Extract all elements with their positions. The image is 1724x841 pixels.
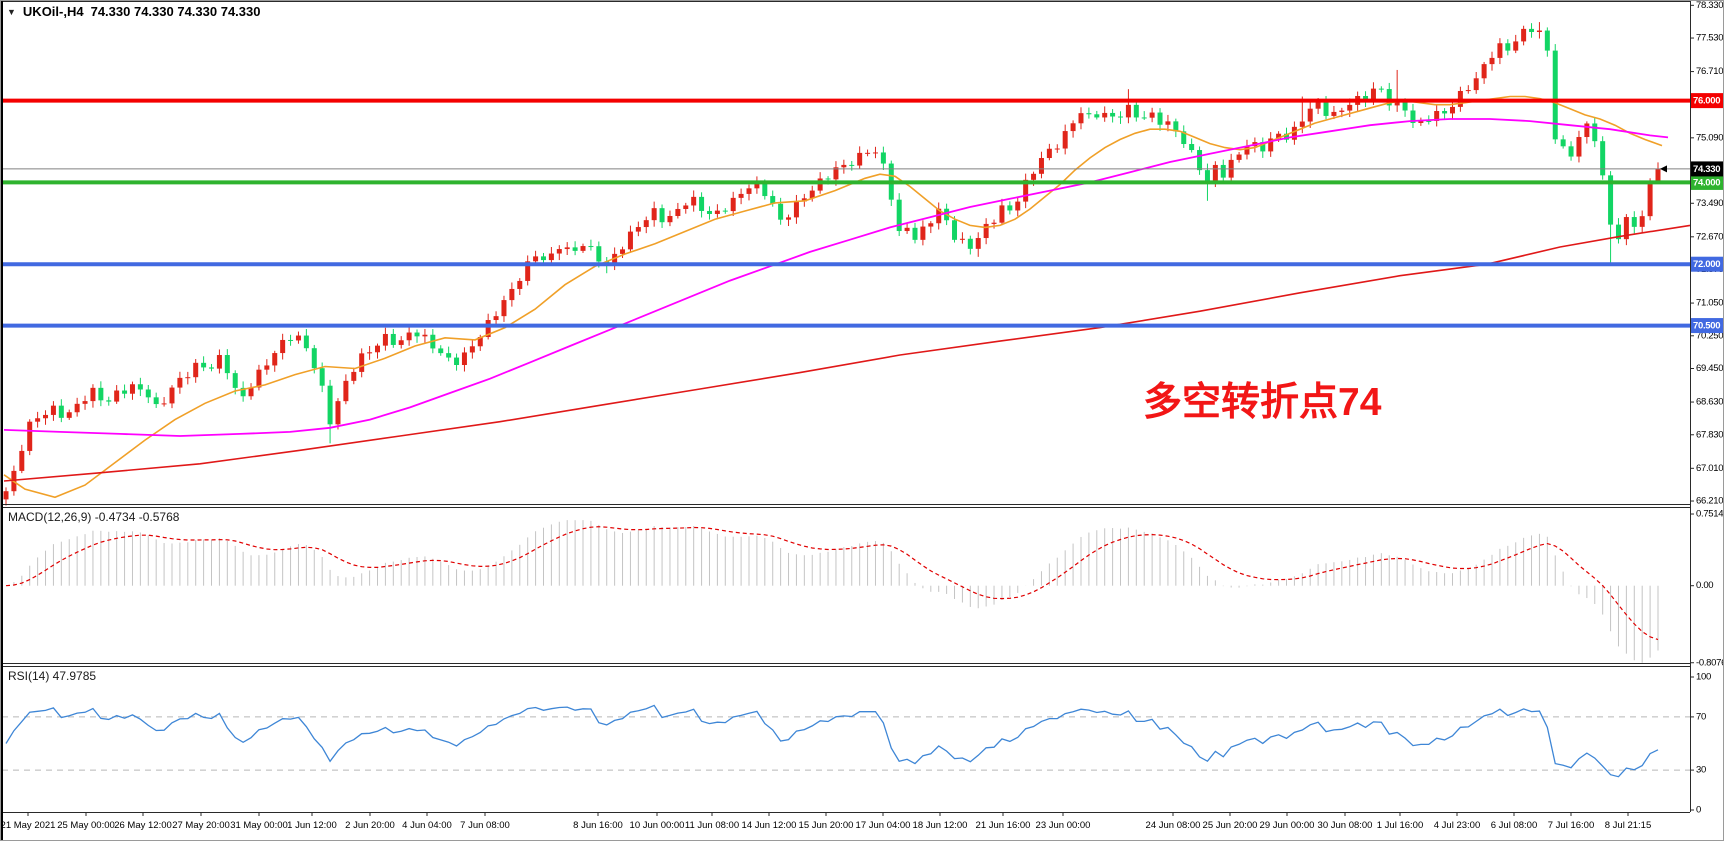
svg-text:72.670: 72.670 xyxy=(1696,231,1723,242)
current-price-marker xyxy=(1660,165,1667,173)
time-label: 25 Jun 20:00 xyxy=(1203,820,1258,831)
time-label: 8 Jul 21:15 xyxy=(1605,820,1651,831)
price-tag-70.500 xyxy=(1690,318,1724,334)
svg-text:66.210: 66.210 xyxy=(1696,496,1723,507)
levels-layer xyxy=(2,98,1690,328)
time-label: 7 Jun 08:00 xyxy=(460,820,510,831)
time-label: 8 Jun 16:00 xyxy=(573,820,623,831)
time-label: 10 Jun 00:00 xyxy=(630,820,685,831)
macd-histogram xyxy=(13,520,1659,663)
macd-panel-layer xyxy=(5,520,1659,663)
symbol-title: ▼ UKOil-,H4 74.330 74.330 74.330 74.330 xyxy=(7,4,260,19)
time-label: 15 Jun 20:00 xyxy=(799,820,854,831)
rsi-indicator-label: RSI(14) 47.9785 xyxy=(8,669,97,683)
rsi-line xyxy=(5,704,1659,778)
svg-text:67.830: 67.830 xyxy=(1696,429,1723,440)
macd-indicator-label: MACD(12,26,9) -0.4734 -0.5768 xyxy=(8,510,180,524)
svg-text:30: 30 xyxy=(1696,765,1706,776)
time-label: 30 Jun 08:00 xyxy=(1318,820,1373,831)
price-tag-76.000 xyxy=(1690,93,1724,109)
time-label: 24 Jun 08:00 xyxy=(1146,820,1201,831)
rsi-panel-layer xyxy=(2,704,1690,778)
time-label: 4 Jul 23:00 xyxy=(1434,820,1480,831)
time-label: 31 May 00:00 xyxy=(230,820,288,831)
svg-text:-0.8076: -0.8076 xyxy=(1696,657,1724,668)
macd-signal-line xyxy=(5,526,1659,641)
time-label: 25 May 00:00 xyxy=(57,820,115,831)
time-label: 23 Jun 00:00 xyxy=(1036,820,1091,831)
ma-mid-magenta xyxy=(3,118,1669,437)
svg-text:76.710: 76.710 xyxy=(1696,66,1723,77)
time-label: 21 Jun 16:00 xyxy=(976,820,1031,831)
svg-text:0: 0 xyxy=(1696,805,1701,816)
time-label: 2 Jun 20:00 xyxy=(345,820,395,831)
svg-text:0.7514: 0.7514 xyxy=(1696,509,1723,520)
svg-text:69.450: 69.450 xyxy=(1696,363,1723,374)
time-label: 17 Jun 04:00 xyxy=(856,820,911,831)
time-label: 14 Jun 12:00 xyxy=(742,820,797,831)
svg-text:71.050: 71.050 xyxy=(1696,298,1723,309)
time-label: 27 May 20:00 xyxy=(172,820,230,831)
price-tag-74.330 xyxy=(1690,161,1724,177)
time-label: 6 Jul 08:00 xyxy=(1491,820,1537,831)
time-label: 1 Jun 12:00 xyxy=(287,820,337,831)
time-label: 1 Jul 16:00 xyxy=(1377,820,1423,831)
ma-fast-orange xyxy=(3,95,1663,499)
time-label: 29 Jun 00:00 xyxy=(1260,820,1315,831)
ma-lines-layer xyxy=(3,95,1691,499)
chart-annotation-text[interactable]: 多空转折点74 xyxy=(1143,381,1382,424)
svg-text:78.330: 78.330 xyxy=(1696,0,1723,11)
time-axis: 21 May 2021 25 May 00:00 26 May 12:00 27 Ma… xyxy=(1,812,1651,831)
time-label: 11 Jun 08:00 xyxy=(685,820,739,831)
svg-text:100: 100 xyxy=(1696,672,1711,683)
svg-text:70.250: 70.250 xyxy=(1696,330,1723,341)
svg-text:77.530: 77.530 xyxy=(1696,33,1723,44)
svg-text:73.490: 73.490 xyxy=(1696,198,1723,209)
svg-text:74.330: 74.330 xyxy=(1693,164,1720,175)
chevron-down-icon[interactable]: ▼ xyxy=(7,6,16,17)
svg-text:74.000: 74.000 xyxy=(1693,177,1720,188)
svg-text:67.010: 67.010 xyxy=(1696,463,1723,474)
time-label: 4 Jun 04:00 xyxy=(402,820,452,831)
svg-text:76.000: 76.000 xyxy=(1693,96,1720,107)
price-axis: 78.33077.53076.71075.91075.09073.49072.6… xyxy=(1690,0,1724,816)
ohlc-values: 74.330 74.330 74.330 74.330 xyxy=(90,4,261,19)
time-label: 26 May 12:00 xyxy=(114,820,172,831)
svg-text:75.090: 75.090 xyxy=(1696,132,1723,143)
svg-text:70.500: 70.500 xyxy=(1693,321,1720,332)
svg-text:68.630: 68.630 xyxy=(1696,397,1723,408)
svg-text:0.00: 0.00 xyxy=(1696,580,1713,591)
time-label: 21 May 2021 xyxy=(1,820,56,831)
symbol-period-label: UKOil-,H4 xyxy=(22,4,84,19)
svg-text:72.000: 72.000 xyxy=(1693,259,1720,270)
price-tag-72.000 xyxy=(1690,256,1724,272)
price-tag-74.000 xyxy=(1690,174,1724,190)
time-label: 7 Jul 16:00 xyxy=(1548,820,1594,831)
svg-text:70: 70 xyxy=(1696,711,1706,722)
time-label: 18 Jun 12:00 xyxy=(913,820,968,831)
